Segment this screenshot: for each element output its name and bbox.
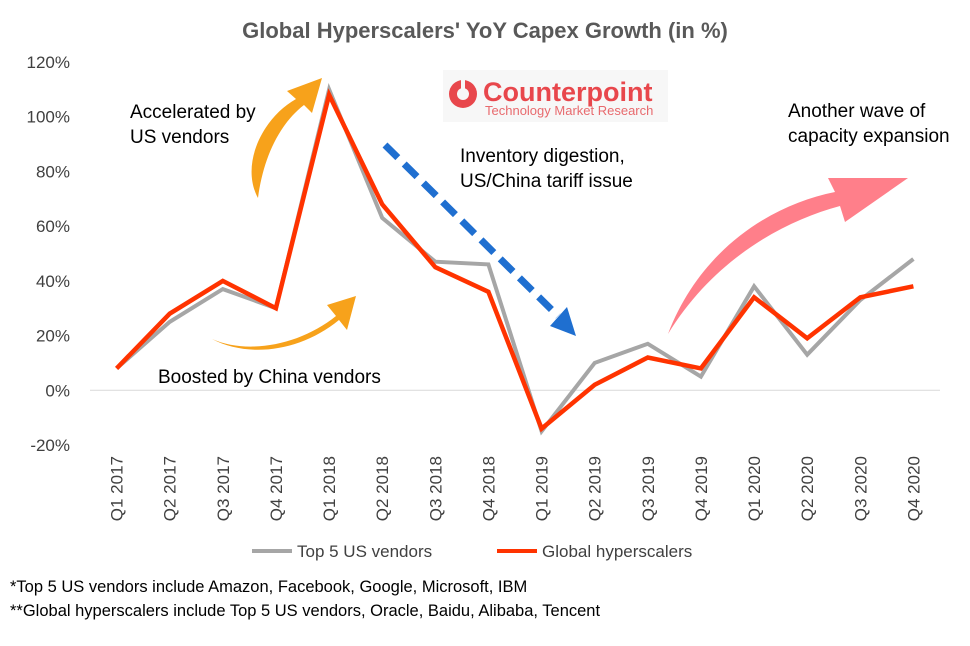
- logo-name: Counterpoint: [483, 77, 652, 107]
- x-tick-label: Q4 2020: [904, 456, 923, 521]
- counterpoint-logo: Counterpoint Technology Market Research: [443, 70, 668, 122]
- x-tick-label: Q1 2017: [108, 456, 127, 521]
- chart-title: Global Hyperscalers' YoY Capex Growth (i…: [242, 18, 728, 43]
- x-tick-label: Q1 2019: [533, 456, 552, 521]
- y-tick-label: 0%: [45, 381, 70, 400]
- x-tick-label: Q1 2018: [320, 456, 339, 521]
- annotation-arrows: [212, 78, 908, 350]
- logo-tagline: Technology Market Research: [485, 103, 653, 118]
- x-tick-label: Q4 2017: [267, 456, 286, 521]
- legend: Top 5 US vendors Global hyperscalers: [252, 542, 692, 561]
- annotation-inventory: Inventory digestion, US/China tariff iss…: [460, 146, 633, 192]
- footnote-global: **Global hyperscalers include Top 5 US v…: [10, 602, 601, 620]
- x-tick-label: Q2 2018: [373, 456, 392, 521]
- footnote-top5: *Top 5 US vendors include Amazon, Facebo…: [10, 578, 528, 596]
- x-tick-label: Q1 2020: [745, 456, 764, 521]
- x-tick-label: Q2 2017: [161, 456, 180, 521]
- y-tick-label: 80%: [36, 162, 70, 181]
- y-tick-label: 20%: [36, 327, 70, 346]
- x-tick-label: Q2 2019: [586, 456, 605, 521]
- x-tick-label: Q2 2020: [798, 456, 817, 521]
- y-tick-label: 120%: [27, 53, 70, 72]
- x-tick-label: Q4 2018: [479, 456, 498, 521]
- annotation-boosted: Boosted by China vendors: [158, 367, 381, 388]
- y-tick-label: -20%: [30, 436, 70, 455]
- orange-arrow-right: [212, 296, 356, 350]
- x-tick-label: Q3 2018: [426, 456, 445, 521]
- orange-arrow-up: [251, 78, 322, 198]
- pink-arrow: [668, 178, 908, 334]
- x-axis: Q1 2017 Q2 2017 Q3 2017 Q4 2017 Q1 2018 Q2 20…: [108, 456, 924, 521]
- x-tick-label: Q4 2019: [692, 456, 711, 521]
- blue-dashed-arrow-shaft: [382, 142, 561, 319]
- x-tick-label: Q3 2020: [851, 456, 870, 521]
- annotation-accelerated: Accelerated by US vendors: [130, 102, 261, 148]
- y-axis: -20% 0% 20% 40% 60% 80% 100% 120%: [27, 53, 70, 455]
- blue-dashed-arrow-head: [550, 307, 576, 336]
- legend-label-top5: Top 5 US vendors: [297, 542, 432, 561]
- y-tick-label: 100%: [27, 108, 70, 127]
- series-line-global-hyperscalers: [114, 88, 914, 433]
- series-lines: [114, 82, 915, 436]
- x-tick-label: Q3 2019: [639, 456, 658, 521]
- legend-label-global: Global hyperscalers: [542, 542, 692, 561]
- y-tick-label: 60%: [36, 217, 70, 236]
- annotation-wave: Another wave of capacity expansion: [788, 101, 950, 147]
- x-tick-label: Q3 2017: [214, 456, 233, 521]
- y-tick-label: 40%: [36, 272, 70, 291]
